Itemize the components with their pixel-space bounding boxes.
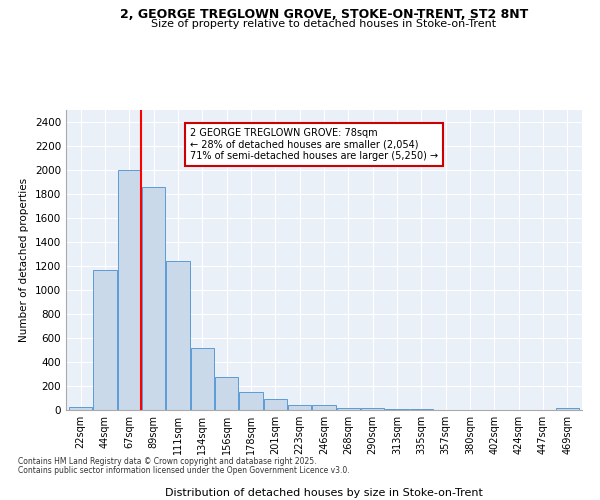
Bar [118,170,141,410]
Text: 2 GEORGE TREGLOWN GROVE: 78sqm
← 28% of detached houses are smaller (2,054)
71% : 2 GEORGE TREGLOWN GROVE: 78sqm ← 28% of … [190,128,438,161]
Bar [385,409,409,410]
Bar [337,408,360,410]
Y-axis label: Number of detached properties: Number of detached properties [19,178,29,342]
Bar [313,405,335,410]
Bar [264,399,287,410]
Text: Size of property relative to detached houses in Stoke-on-Trent: Size of property relative to detached ho… [151,19,497,29]
Bar [556,408,579,410]
Text: Distribution of detached houses by size in Stoke-on-Trent: Distribution of detached houses by size … [165,488,483,498]
Bar [288,404,311,410]
Text: Contains HM Land Registry data © Crown copyright and database right 2025.: Contains HM Land Registry data © Crown c… [18,457,317,466]
Bar [191,348,214,410]
Bar [166,260,190,410]
Bar [239,392,263,410]
Text: Contains public sector information licensed under the Open Government Licence v3: Contains public sector information licen… [18,466,350,475]
Bar [94,270,116,410]
Text: 2, GEORGE TREGLOWN GROVE, STOKE-ON-TRENT, ST2 8NT: 2, GEORGE TREGLOWN GROVE, STOKE-ON-TRENT… [120,8,528,20]
Bar [69,407,92,410]
Bar [142,187,165,410]
Bar [361,408,384,410]
Bar [215,377,238,410]
